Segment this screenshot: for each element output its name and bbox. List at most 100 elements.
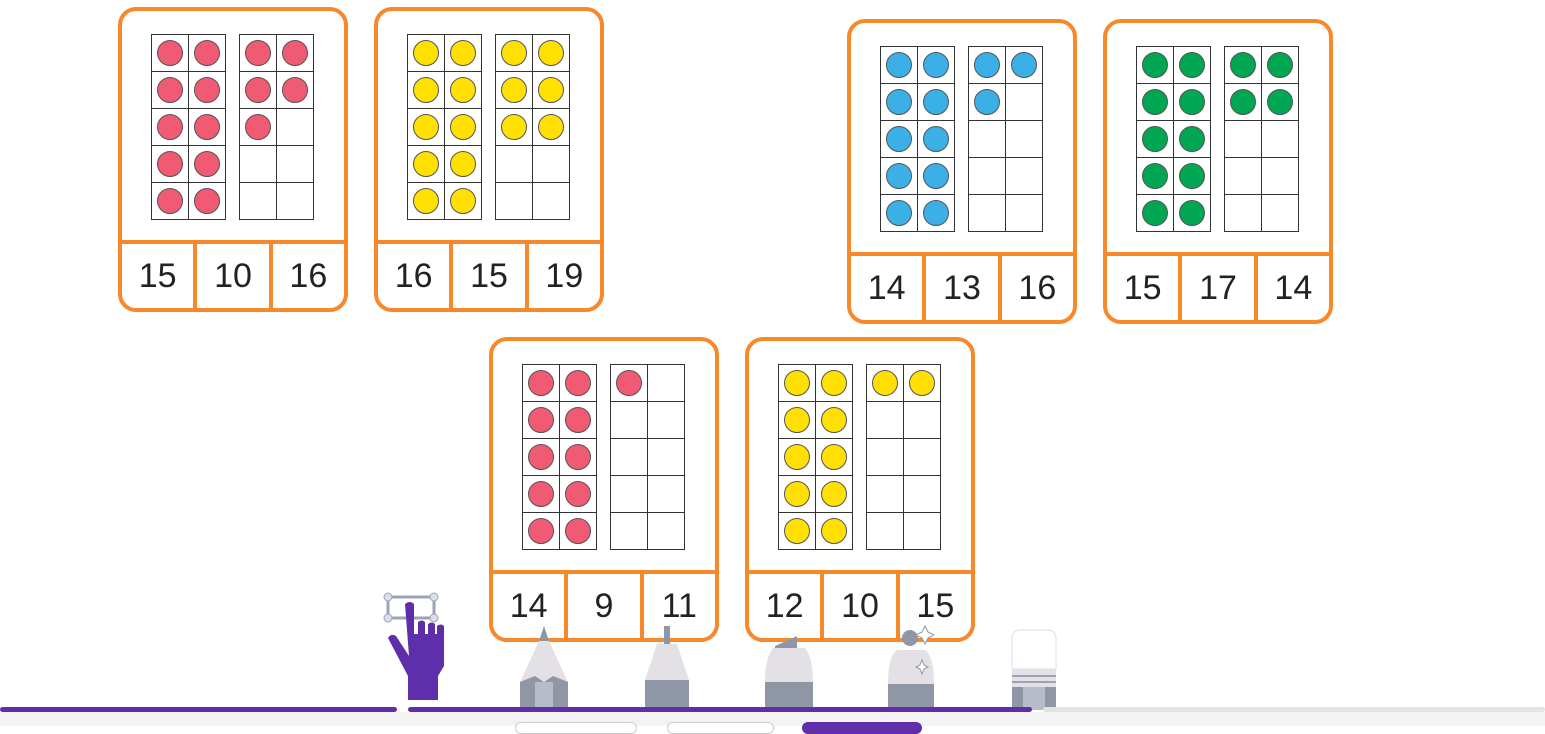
counter-dot [923, 52, 949, 78]
counter-dot [413, 77, 439, 103]
counter-dot [282, 77, 308, 103]
bottom-button-2[interactable] [667, 722, 774, 734]
frame-cell [560, 476, 597, 513]
frame-cell [445, 146, 482, 183]
frame-cell [611, 402, 648, 439]
counter-dot [872, 370, 898, 396]
frame-cell [1174, 47, 1211, 84]
counter-dot [923, 200, 949, 226]
counter-dot [1011, 52, 1037, 78]
frame-cell [152, 109, 189, 146]
ten-frame-card: 14 13 16 [847, 19, 1077, 324]
ten-frame-card: 14 9 11 [489, 337, 719, 642]
answer-option[interactable]: 14 [1274, 268, 1313, 307]
bottom-button-1[interactable] [515, 722, 637, 734]
select-hand-icon [383, 592, 444, 700]
answer-option[interactable]: 16 [289, 256, 328, 295]
frame-cell [816, 439, 853, 476]
ten-frame [610, 364, 685, 550]
frame-cell [904, 439, 941, 476]
answer-option[interactable]: 14 [493, 574, 569, 638]
answer-option[interactable]: 16 [1018, 268, 1057, 307]
answer-option[interactable]: 15 [122, 244, 198, 308]
counter-dot [923, 89, 949, 115]
answer-option[interactable]: 15 [453, 244, 529, 308]
ten-frame [778, 364, 853, 550]
counter-dot [528, 370, 554, 396]
counter-dot [821, 518, 847, 544]
counter-dot [784, 481, 810, 507]
counter-dot [528, 481, 554, 507]
magic-pen-tool[interactable] [887, 624, 937, 710]
counter-dot [565, 518, 591, 544]
frame-cell [918, 47, 955, 84]
counter-dot [1179, 200, 1205, 226]
frame-cell [867, 476, 904, 513]
answer-option[interactable]: 9 [568, 574, 644, 638]
pen-tool[interactable] [643, 626, 691, 710]
answer-option[interactable]: 16 [378, 244, 454, 308]
counter-dot [450, 151, 476, 177]
answer-option[interactable]: 14 [851, 256, 927, 320]
frame-cell [1006, 195, 1043, 232]
frame-cell [648, 476, 685, 513]
counter-dot [528, 444, 554, 470]
counter-dot [450, 188, 476, 214]
counter-dot [886, 126, 912, 152]
counter-dot [784, 407, 810, 433]
frame-cell [816, 402, 853, 439]
answer-option[interactable]: 11 [661, 586, 697, 625]
answer-option[interactable]: 19 [545, 256, 584, 295]
frame-cell [408, 183, 445, 220]
counter-dot [528, 407, 554, 433]
counter-dot [501, 114, 527, 140]
frame-cell [1174, 158, 1211, 195]
counter-dot [245, 77, 271, 103]
frame-cell [496, 146, 533, 183]
answer-option[interactable]: 13 [926, 256, 1002, 320]
counter-dot [565, 481, 591, 507]
answer-option[interactable]: 10 [824, 574, 900, 638]
frame-cell [918, 158, 955, 195]
answer-option[interactable]: 17 [1182, 256, 1258, 320]
frame-cell [904, 513, 941, 550]
ten-frame [239, 34, 314, 220]
frame-cell [533, 146, 570, 183]
ten-frame-card: 15 17 14 [1103, 19, 1333, 324]
pencil-tool[interactable] [519, 626, 569, 710]
frame-cell [611, 513, 648, 550]
frame-cell [881, 121, 918, 158]
frame-cell [523, 365, 560, 402]
frame-cell [1006, 84, 1043, 121]
frame-cell [1137, 47, 1174, 84]
counter-dot [157, 40, 183, 66]
counter-dot [565, 370, 591, 396]
eraser-tool[interactable] [1011, 629, 1057, 710]
frame-cell [1225, 195, 1262, 232]
answer-option[interactable]: 10 [197, 244, 273, 308]
counter-dot [821, 444, 847, 470]
highlighter-tool[interactable] [765, 626, 813, 710]
frame-cell [560, 513, 597, 550]
answer-option[interactable]: 15 [916, 586, 955, 625]
counter-dot [1230, 52, 1256, 78]
bottom-button-3[interactable] [802, 722, 922, 734]
counter-dot [923, 163, 949, 189]
ten-frame-card: 16 15 19 [374, 7, 604, 312]
frame-cell [1262, 195, 1299, 232]
frame-cell [408, 72, 445, 109]
highlighter-icon [765, 636, 813, 710]
answer-option[interactable]: 15 [1107, 256, 1183, 320]
frame-cell [1225, 84, 1262, 121]
answer-option[interactable]: 12 [749, 574, 825, 638]
frame-cell [560, 402, 597, 439]
frame-cell [1174, 84, 1211, 121]
counter-dot [565, 444, 591, 470]
counter-dot [413, 40, 439, 66]
frame-cell [277, 72, 314, 109]
frame-cell [969, 121, 1006, 158]
ten-frame [968, 46, 1043, 232]
counter-dot [1179, 89, 1205, 115]
counter-dot [245, 114, 271, 140]
select-hand-tool[interactable] [383, 590, 447, 710]
